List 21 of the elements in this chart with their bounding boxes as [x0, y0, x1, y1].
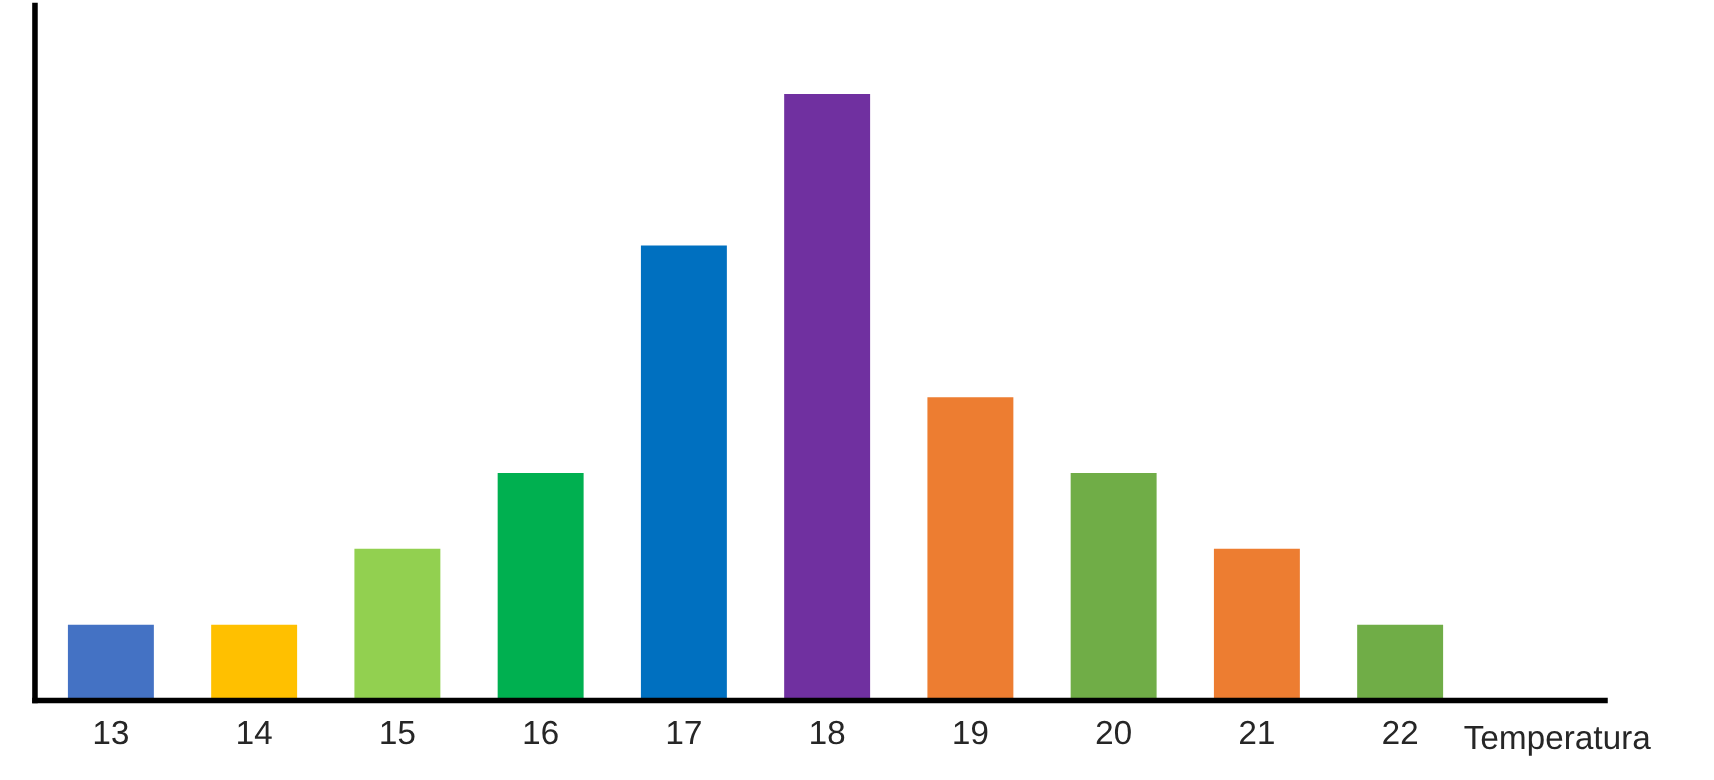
x-tick-label: 18	[811, 720, 845, 745]
x-tick-label: 16	[524, 720, 558, 745]
x-tick-label: 22	[1383, 720, 1418, 745]
x-axis-title: Temperatura	[1464, 725, 1651, 756]
x-tick-label: 15	[381, 721, 415, 745]
bar	[497, 473, 584, 701]
bar	[1213, 548, 1300, 701]
x-tick-label: 14	[238, 721, 272, 745]
x-tick-label: 13	[94, 720, 128, 745]
bar	[354, 548, 441, 701]
bar	[67, 624, 154, 701]
x-tick-label: 20	[1096, 720, 1131, 745]
bar	[927, 397, 1014, 701]
bar	[640, 245, 727, 701]
x-tick-label: 17	[667, 721, 701, 745]
bar	[784, 94, 871, 701]
bar	[211, 624, 298, 701]
bar	[1357, 624, 1444, 701]
bar	[1070, 473, 1157, 701]
x-tick-label: 21	[1240, 720, 1274, 745]
x-tick-label: 19	[954, 720, 988, 745]
